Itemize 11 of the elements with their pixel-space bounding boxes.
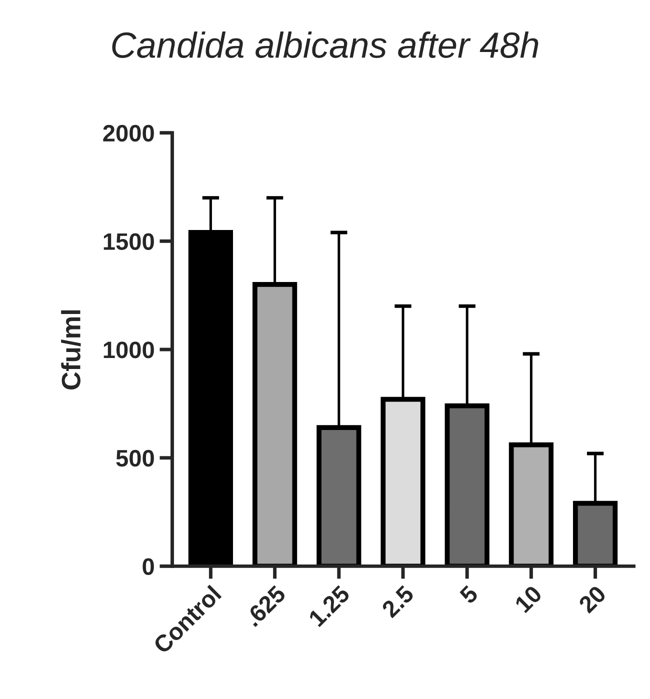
- y-axis-title: Cfu/ml: [61, 310, 81, 390]
- y-tick-label: 0: [142, 558, 154, 575]
- y-tick-label: 1000: [104, 342, 154, 358]
- x-tick-label: 5: [458, 584, 479, 605]
- x-tick-label: 2.5: [380, 584, 415, 618]
- x-tick-label: 20: [578, 584, 607, 614]
- y-tick-label: 500: [116, 450, 154, 467]
- chart-title: Candida albicans after 48h: [112, 31, 538, 58]
- y-tick-label: 1500: [104, 233, 154, 250]
- y-tick-label: 2000: [103, 124, 154, 142]
- x-tick-label: 10: [514, 584, 543, 614]
